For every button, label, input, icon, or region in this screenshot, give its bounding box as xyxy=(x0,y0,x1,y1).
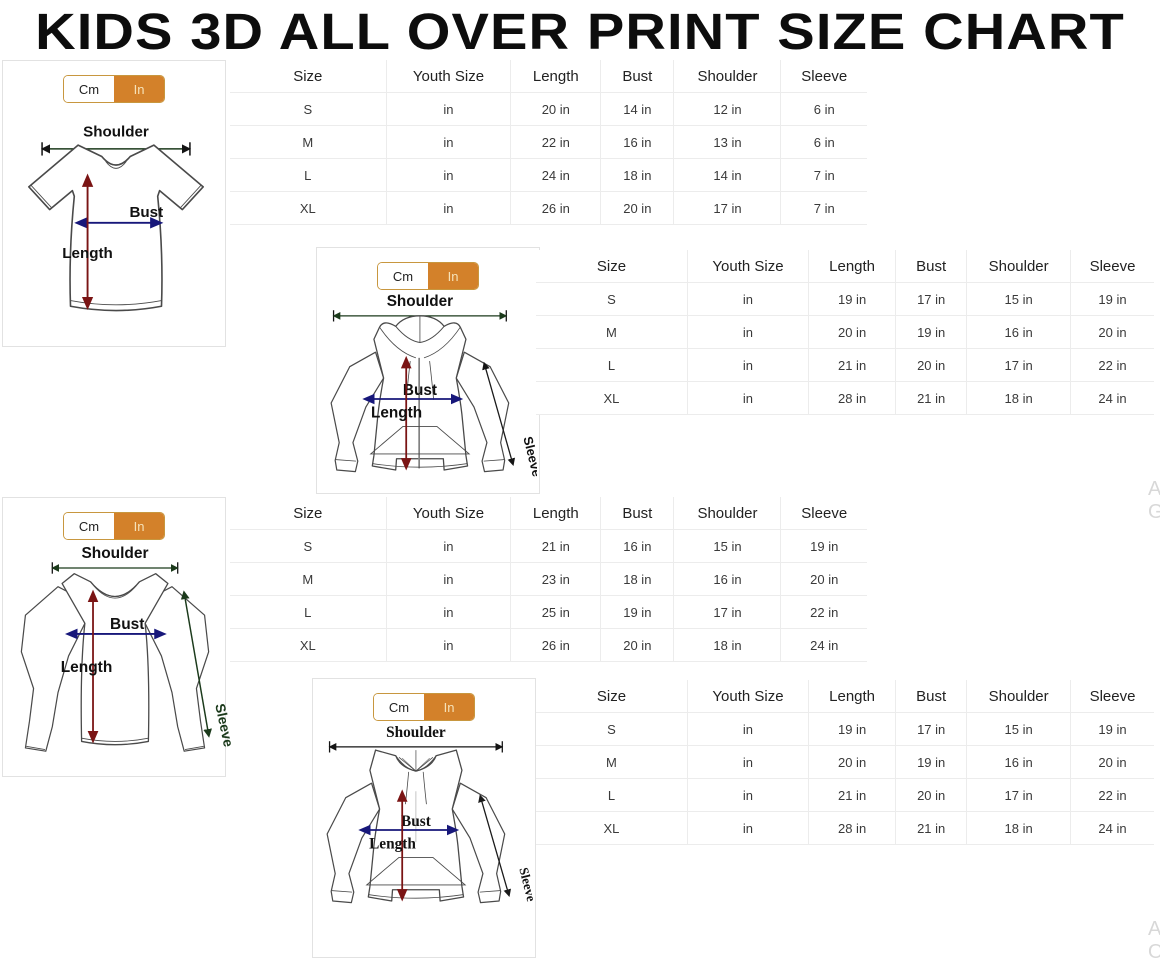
svg-text:Length: Length xyxy=(62,245,113,262)
svg-text:Length: Length xyxy=(369,836,416,853)
svg-text:Shoulder: Shoulder xyxy=(83,124,149,141)
svg-text:Bust: Bust xyxy=(403,382,437,399)
svg-text:Bust: Bust xyxy=(110,616,144,633)
svg-text:Shoulder: Shoulder xyxy=(81,546,148,562)
svg-text:Bust: Bust xyxy=(129,204,163,221)
svg-text:Length: Length xyxy=(371,405,422,422)
svg-text:Sleeve: Sleeve xyxy=(520,435,537,478)
svg-text:Length: Length xyxy=(61,659,113,676)
svg-text:Sleeve: Sleeve xyxy=(516,866,533,903)
svg-text:Bust: Bust xyxy=(401,813,432,830)
svg-text:Shoulder: Shoulder xyxy=(387,293,453,310)
svg-text:Sleeve: Sleeve xyxy=(212,702,237,748)
svg-text:Shoulder: Shoulder xyxy=(386,724,446,741)
